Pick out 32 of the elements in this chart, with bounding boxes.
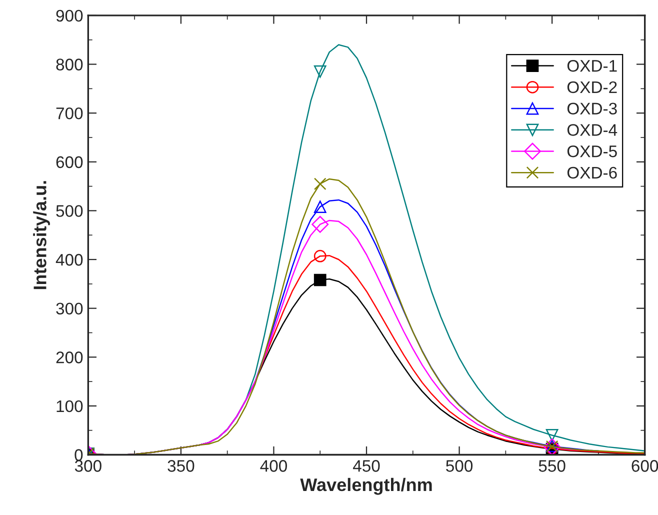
point bbox=[314, 178, 326, 190]
y-tick-label: 800 bbox=[56, 58, 83, 70]
y-tick-label: 600 bbox=[56, 156, 83, 168]
point bbox=[314, 274, 326, 286]
point bbox=[546, 429, 558, 442]
x-tick-label: 500 bbox=[446, 460, 473, 472]
y-tick-label: 200 bbox=[56, 352, 83, 364]
point bbox=[314, 200, 326, 213]
y-tick-label: 900 bbox=[56, 10, 83, 22]
y-tick-label: 400 bbox=[56, 254, 83, 266]
x-tick-label: 400 bbox=[260, 460, 287, 472]
point bbox=[312, 216, 329, 233]
x-axis-title: Wavelength/nm bbox=[300, 478, 432, 495]
x-tick-label: 600 bbox=[632, 460, 658, 472]
legend-label: OXD-6 bbox=[567, 166, 617, 179]
y-tick-label: 0 bbox=[74, 449, 83, 461]
point bbox=[314, 250, 326, 262]
x-tick-label: 300 bbox=[74, 460, 102, 472]
legend-label: OXD-3 bbox=[567, 102, 617, 115]
legend-label: OXD-5 bbox=[567, 145, 617, 158]
legend-label: OXD-4 bbox=[567, 124, 618, 136]
y-tick-label: 500 bbox=[56, 205, 83, 217]
y-tick-label: 100 bbox=[56, 400, 83, 412]
legend-label: OXD-1 bbox=[567, 60, 617, 72]
y-tick-label: 300 bbox=[56, 302, 83, 315]
x-tick-label: 550 bbox=[538, 460, 566, 472]
x-tick-label: 450 bbox=[352, 460, 380, 472]
point bbox=[314, 65, 326, 78]
y-tick-label: 700 bbox=[56, 107, 83, 120]
x-tick-label: 350 bbox=[168, 460, 194, 472]
legend-label: OXD-2 bbox=[567, 81, 617, 94]
y-axis-title: Intensity/a.u. bbox=[33, 181, 50, 290]
